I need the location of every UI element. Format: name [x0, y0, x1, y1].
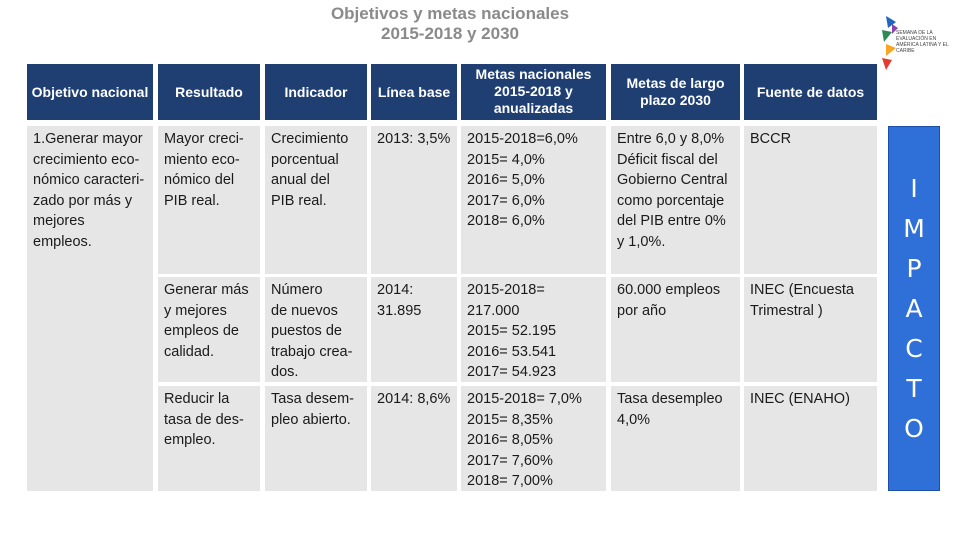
impacto-banner: I M P A C T O	[888, 126, 940, 491]
header-metas-nacionales: Metas nacionales 2015-2018 y anualizadas	[461, 64, 606, 120]
row1-metas: 2015-2018=6,0% 2015= 4,0% 2016= 5,0% 201…	[461, 126, 606, 274]
row3-linea-base: 2014: 8,6%	[371, 386, 457, 491]
impacto-letter: I	[910, 173, 918, 203]
row2-largo-plazo: 60.000 empleos por año	[611, 277, 740, 382]
row1-linea-base: 2013: 3,5%	[371, 126, 457, 274]
row3-resultado: Reducir la tasa de des- empleo.	[158, 386, 260, 491]
header-indicador: Indicador	[265, 64, 367, 120]
row2-linea-base: 2014: 31.895	[371, 277, 457, 382]
logo-text: SEMANA DE LA EVALUACIÓN EN AMÉRICA LATIN…	[896, 30, 949, 54]
impacto-letter: P	[906, 253, 922, 283]
objective-cell: 1.Generar mayor crecimiento eco- nómico …	[27, 126, 153, 491]
header-fuente: Fuente de datos	[744, 64, 877, 120]
header-metas-largo-plazo: Metas de largo plazo 2030	[611, 64, 740, 120]
row3-indicador: Tasa desem- pleo abierto.	[265, 386, 367, 491]
impacto-letter: M	[903, 213, 925, 243]
header-resultado: Resultado	[158, 64, 260, 120]
impacto-letter: C	[905, 333, 923, 363]
impacto-letter: O	[904, 413, 924, 443]
row3-fuente: INEC (ENAHO)	[744, 386, 877, 491]
impacto-letter: A	[905, 293, 923, 323]
title-line-1: Objetivos y metas nacionales	[330, 4, 570, 23]
impacto-letter: T	[906, 373, 922, 403]
row1-fuente: BCCR	[744, 126, 877, 274]
row2-indicador: Número de nuevos puestos de trabajo crea…	[265, 277, 367, 382]
header-linea-base: Línea base	[371, 64, 457, 120]
row1-resultado: Mayor creci- miento eco- nómico del PIB …	[158, 126, 260, 274]
row1-indicador: Crecimiento porcentual anual del PIB rea…	[265, 126, 367, 274]
row2-resultado: Generar más y mejores empleos de calidad…	[158, 277, 260, 382]
row3-metas: 2015-2018= 7,0% 2015= 8,35% 2016= 8,05% …	[461, 386, 606, 491]
row2-fuente: INEC (Encuesta Trimestral )	[744, 277, 877, 382]
row2-metas: 2015-2018= 217.000 2015= 52.195 2016= 53…	[461, 277, 606, 382]
header-objetivo: Objetivo nacional	[27, 64, 153, 120]
event-logo: SEMANA DE LA EVALUACIÓN EN AMÉRICA LATIN…	[880, 14, 958, 74]
logo-icon	[882, 16, 898, 70]
row1-largo-plazo: Entre 6,0 y 8,0% Déficit fiscal del Gobi…	[611, 126, 740, 274]
row3-largo-plazo: Tasa desempleo 4,0%	[611, 386, 740, 491]
title-line-2: 2015-2018 y 2030	[380, 24, 520, 43]
page-title: Objetivos y metas nacionales 2015-2018 y…	[260, 4, 640, 44]
